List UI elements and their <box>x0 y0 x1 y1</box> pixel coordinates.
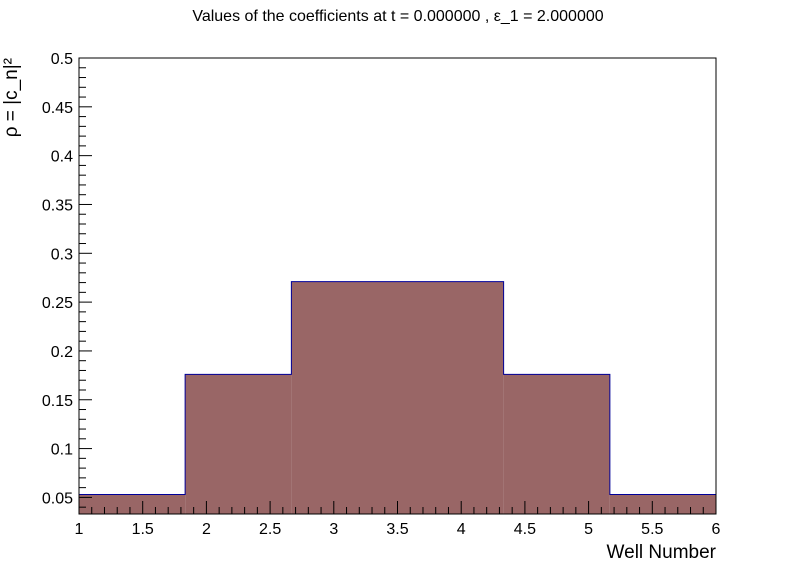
y-tick-label: 0.45 <box>42 100 73 117</box>
chart-title: Values of the coefficients at t = 0.0000… <box>192 8 604 25</box>
y-tick-label: 0.35 <box>42 197 73 214</box>
y-tick-label: 0.25 <box>42 295 73 312</box>
y-tick-label: 0.1 <box>51 442 73 459</box>
x-tick-label: 5 <box>584 521 593 538</box>
x-tick-label: 3.5 <box>386 521 408 538</box>
y-tick-label: 0.2 <box>51 344 73 361</box>
histogram-bin-3 <box>291 281 398 514</box>
x-tick-label: 2 <box>202 521 211 538</box>
x-tick-label: 3 <box>329 521 338 538</box>
y-axis-title: ρ = |c_n|² <box>1 58 22 137</box>
histogram-bin-6 <box>609 494 716 514</box>
bars-group <box>78 281 717 514</box>
x-tick-label: 1 <box>75 521 84 538</box>
histogram-bin-1 <box>79 494 186 514</box>
x-tick-label: 6 <box>712 521 721 538</box>
histogram-outline <box>78 281 717 514</box>
x-tick-label: 4 <box>457 521 466 538</box>
histogram-bin-4 <box>397 281 504 514</box>
y-tick-label: 0.3 <box>51 246 73 263</box>
y-tick-label: 0.5 <box>51 51 73 68</box>
x-axis-title: Well Number <box>607 542 717 563</box>
labels-group: 1 1.5 2 2.5 3 3.5 4 4.5 5 5.5 6 0.05 0.1 0.15 0.2 0.25 0… <box>1 51 721 563</box>
x-tick-label: 1.5 <box>132 521 154 538</box>
axes-group <box>78 57 717 515</box>
y-tick-label: 0.15 <box>42 393 73 410</box>
x-tick-label: 4.5 <box>514 521 536 538</box>
y-tick-label: 0.4 <box>51 149 73 166</box>
histogram-bin-5 <box>503 374 610 514</box>
histogram-bin-2 <box>185 374 292 514</box>
x-tick-label: 2.5 <box>259 521 281 538</box>
x-tick-label: 5.5 <box>641 521 663 538</box>
y-tick-label: 0.05 <box>42 490 73 507</box>
